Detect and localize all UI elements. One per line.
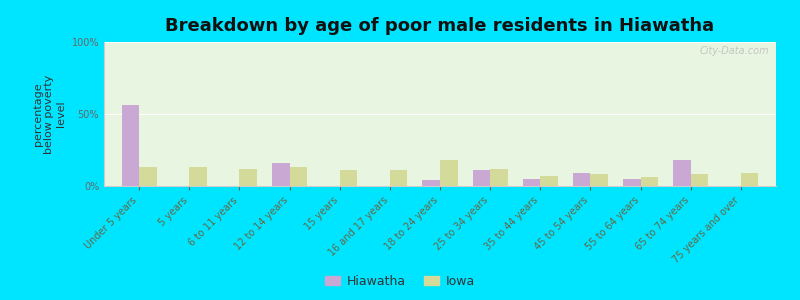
Bar (590, 175, 608, 186)
Bar (390, 170, 407, 186)
Bar (573, 173, 590, 186)
Bar (139, 167, 157, 186)
Bar (290, 167, 307, 186)
Text: City-Data.com: City-Data.com (700, 46, 770, 56)
Bar (673, 160, 690, 186)
Legend: Hiawatha, Iowa: Hiawatha, Iowa (325, 275, 475, 288)
Bar (272, 163, 290, 186)
Bar (540, 176, 558, 186)
Bar (239, 169, 257, 186)
Y-axis label: percentage
below poverty
level: percentage below poverty level (33, 74, 66, 154)
Bar (690, 175, 708, 186)
Bar (623, 179, 641, 186)
Bar (490, 169, 508, 186)
Bar (741, 173, 758, 186)
Bar (641, 177, 658, 186)
Title: Breakdown by age of poor male residents in Hiawatha: Breakdown by age of poor male residents … (166, 17, 714, 35)
Bar (473, 170, 490, 186)
Bar (422, 180, 440, 186)
Bar (340, 170, 358, 186)
Bar (522, 179, 540, 186)
Bar (122, 105, 139, 186)
Bar (190, 167, 207, 186)
Bar (440, 160, 458, 186)
